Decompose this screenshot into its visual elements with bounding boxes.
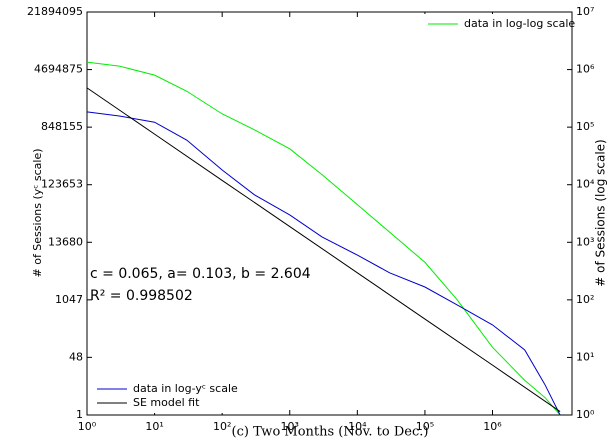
- x-tick-label: 10²: [213, 420, 231, 433]
- y-tick-label: 1047: [55, 293, 83, 306]
- x-tick-label: 10³: [281, 420, 299, 433]
- y2-tick-label: 10¹: [576, 350, 594, 363]
- y2-axis-title: # of Sessions (log scale): [594, 139, 608, 287]
- legend-label: data in log-yᶜ scale: [133, 382, 238, 395]
- legend-box: [420, 14, 570, 34]
- y2-tick-label: 10³: [576, 235, 594, 248]
- y-tick-label: 123653: [41, 178, 83, 191]
- y-tick-label: 48: [69, 350, 83, 363]
- y-tick-label: 1: [76, 408, 83, 421]
- y2-tick-label: 10⁴: [576, 178, 595, 191]
- series-line: [86, 87, 561, 412]
- y-tick-label: 21894095: [27, 5, 83, 18]
- x-tick-label: 10⁰: [78, 420, 97, 433]
- series-line: [86, 61, 561, 416]
- legend-label: SE model fit: [133, 396, 200, 409]
- y2-tick-label: 10⁵: [576, 120, 594, 133]
- y-tick-label: 13680: [48, 235, 83, 248]
- x-tick-label: 10⁵: [416, 420, 434, 433]
- legend-box: [89, 379, 239, 413]
- annotation: R² = 0.998502: [90, 288, 193, 304]
- x-tick-label: 10⁶: [483, 420, 502, 433]
- y-tick-label: 4694875: [34, 63, 83, 76]
- legend-label: data in log-log scale: [464, 17, 575, 30]
- x-tick-label: 10⁴: [348, 420, 367, 433]
- y-axis-title: # of Sessions (yᶜ scale): [31, 148, 44, 277]
- series-line: [86, 111, 561, 416]
- y2-tick-label: 10⁷: [576, 5, 594, 18]
- caption: (c) Two Months (Nov. to Dec.): [232, 425, 429, 440]
- y-tick-label: 848155: [41, 120, 83, 133]
- y2-tick-label: 10⁶: [576, 63, 595, 76]
- y2-tick-label: 10²: [576, 293, 594, 306]
- annotation: c = 0.065, a= 0.103, b = 2.604: [90, 266, 311, 282]
- x-tick-label: 10¹: [145, 420, 163, 433]
- plot-frame: [86, 11, 573, 416]
- y2-tick-label: 10⁰: [576, 408, 595, 421]
